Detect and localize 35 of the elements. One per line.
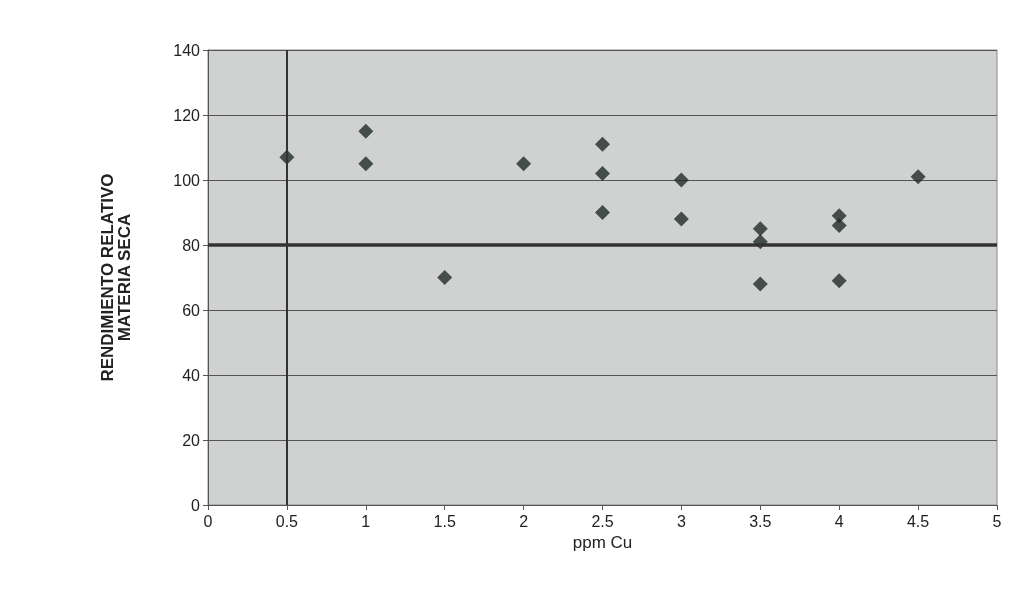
x-tick-label: 4.5 [906,512,930,530]
point [358,123,374,139]
point [516,156,532,172]
y-tick-label: 120 [173,106,201,124]
x-tick-label: 0 [203,512,213,530]
x-tick-label: 4 [834,512,844,530]
point [437,270,453,285]
y-axis-title: RENDIMIENTO RELATIVO MATERIA SECA [98,173,134,382]
x-tick-label: 0.5 [275,512,299,530]
point [595,205,610,220]
y-tick-label: 20 [182,431,201,449]
y-tick-label: 80 [182,236,201,254]
point [595,136,610,152]
y-tick-label: 60 [182,301,201,319]
x-tick-label: 5 [992,512,1002,530]
x-tick-label: 3.5 [749,512,772,530]
y-tick-label: 100 [173,171,201,189]
y-tick-label: 40 [182,366,201,384]
point [358,156,374,172]
x-tick-label: 1 [361,512,371,530]
point [831,218,847,233]
x-axis-title: ppm Cu [572,532,633,552]
point [752,221,768,237]
point [595,166,610,181]
point [673,172,689,188]
y-tick-label: 0 [191,496,201,514]
x-tick-label: 1.5 [433,512,456,530]
point [673,211,689,227]
x-tick-label: 3 [676,512,686,530]
x-tick-label: 2 [519,512,529,530]
point [752,276,768,292]
point [910,169,926,185]
point [831,273,847,289]
y-tick-label: 140 [173,41,201,59]
x-tick-label: 2.5 [591,512,614,530]
